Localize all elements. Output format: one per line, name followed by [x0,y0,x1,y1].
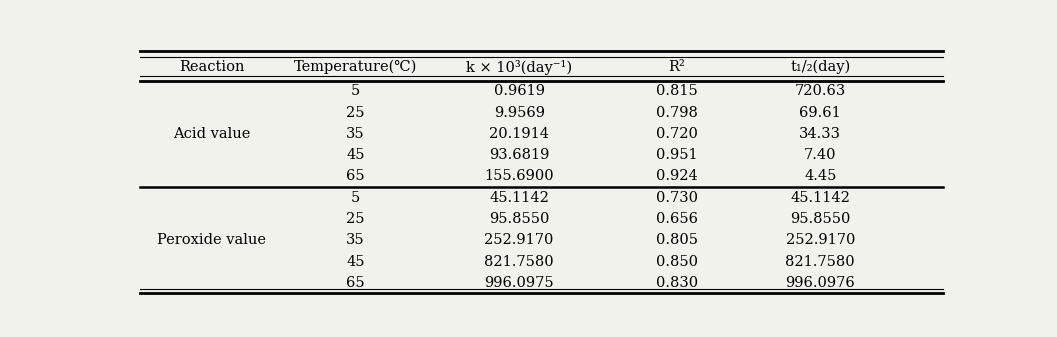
Text: 252.9170: 252.9170 [484,233,554,247]
Text: 5: 5 [351,191,360,205]
Text: R²: R² [668,60,685,74]
Text: t₁/₂(day): t₁/₂(day) [790,60,851,74]
Text: 0.730: 0.730 [656,191,698,205]
Text: 25: 25 [346,212,365,226]
Text: 5: 5 [351,84,360,98]
Text: 20.1914: 20.1914 [489,127,550,141]
Text: 35: 35 [346,233,365,247]
Text: 0.850: 0.850 [656,254,698,269]
Text: Acid value: Acid value [173,127,251,141]
Text: 25: 25 [346,105,365,120]
Text: 155.6900: 155.6900 [484,170,554,183]
Text: 0.951: 0.951 [656,148,698,162]
Text: 0.798: 0.798 [656,105,698,120]
Text: 9.9569: 9.9569 [494,105,544,120]
Text: 4.45: 4.45 [804,170,836,183]
Text: 720.63: 720.63 [795,84,846,98]
Text: 69.61: 69.61 [799,105,841,120]
Text: 45: 45 [346,148,365,162]
Text: 45.1142: 45.1142 [791,191,850,205]
Text: 0.720: 0.720 [656,127,698,141]
Text: 7.40: 7.40 [804,148,836,162]
Text: 996.0976: 996.0976 [785,276,855,290]
Text: 35: 35 [346,127,365,141]
Text: 65: 65 [346,170,365,183]
Text: 0.830: 0.830 [655,276,698,290]
Text: Peroxide value: Peroxide value [157,233,266,247]
Text: 996.0975: 996.0975 [484,276,554,290]
Text: 45: 45 [346,254,365,269]
Text: 0.805: 0.805 [656,233,698,247]
Text: 95.8550: 95.8550 [790,212,851,226]
Text: 65: 65 [346,276,365,290]
Text: 252.9170: 252.9170 [785,233,855,247]
Text: Reaction: Reaction [180,60,245,74]
Text: 821.7580: 821.7580 [785,254,855,269]
Text: 0.815: 0.815 [656,84,698,98]
Text: 93.6819: 93.6819 [489,148,550,162]
Text: Temperature(℃): Temperature(℃) [294,60,418,74]
Text: k × 10³(day⁻¹): k × 10³(day⁻¹) [466,60,572,74]
Text: 45.1142: 45.1142 [489,191,550,205]
Text: 95.8550: 95.8550 [489,212,550,226]
Text: 821.7580: 821.7580 [484,254,554,269]
Text: 0.9619: 0.9619 [494,84,544,98]
Text: 34.33: 34.33 [799,127,841,141]
Text: 0.656: 0.656 [656,212,698,226]
Text: 0.924: 0.924 [656,170,698,183]
